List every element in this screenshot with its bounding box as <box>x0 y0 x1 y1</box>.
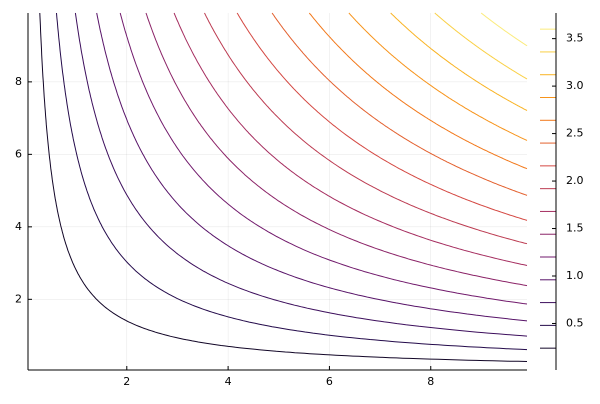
contour-line <box>308 12 528 170</box>
colorbar-tick-label: 3.5 <box>566 32 584 45</box>
contour-line <box>145 12 528 287</box>
y-tick-label: 2 <box>15 292 22 305</box>
contour-line <box>39 12 528 362</box>
contour-line <box>236 12 528 221</box>
contour-line <box>480 12 528 47</box>
contour-line <box>119 12 528 305</box>
contour-line <box>390 12 528 111</box>
contour-line <box>173 12 528 266</box>
y-tick-label: 8 <box>15 75 22 88</box>
contour-line <box>271 12 528 196</box>
contour-line <box>434 12 528 80</box>
x-tick-label: 4 <box>225 375 232 388</box>
colorbar-tick-label: 1.0 <box>566 269 584 282</box>
y-tick-label: 4 <box>15 220 22 233</box>
contour-line <box>204 12 528 245</box>
colorbar-tick-label: 2.5 <box>566 127 584 140</box>
colorbar-tick-label: 0.5 <box>566 316 584 329</box>
x-tick-label: 2 <box>123 375 130 388</box>
x-tick-label: 8 <box>427 375 434 388</box>
contour-line <box>348 12 528 141</box>
contour-line <box>74 12 528 337</box>
y-tick-label: 6 <box>15 147 22 160</box>
contour-line <box>96 12 528 322</box>
colorbar-tick-label: 3.0 <box>566 79 584 92</box>
colorbar-tick-label: 2.0 <box>566 174 584 187</box>
x-tick-label: 6 <box>326 375 333 388</box>
colorbar-tick-label: 1.5 <box>566 222 584 235</box>
contour-line <box>56 12 528 351</box>
